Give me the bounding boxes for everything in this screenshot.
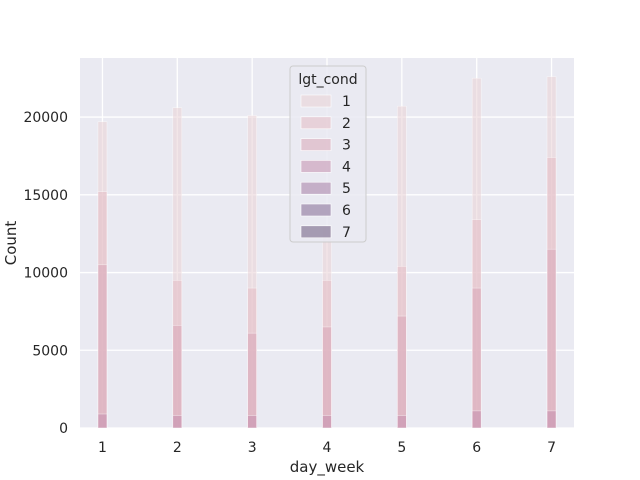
legend-label: 7	[342, 225, 351, 241]
bar-lgt4-day3	[247, 415, 257, 429]
legend: lgt_cond 1 2 3 4 5 6 7	[289, 65, 367, 243]
legend-label: 6	[342, 203, 351, 219]
bar-lgt3-day3	[247, 332, 257, 429]
x-tick-label: 1	[98, 440, 107, 456]
legend-label: 2	[342, 116, 351, 132]
legend-swatch	[300, 160, 332, 173]
y-tick-label: 20000	[23, 110, 68, 126]
legend-label: 3	[342, 138, 351, 154]
legend-swatch	[300, 138, 332, 151]
legend-swatch	[300, 225, 332, 239]
bar-lgt3-day1	[97, 264, 108, 429]
bar-lgt3-day4	[322, 326, 332, 429]
bar-lgt4-day5	[397, 415, 407, 429]
bar-lgt4-day2	[172, 415, 183, 429]
y-tick-label: 0	[59, 421, 68, 437]
x-tick-label: 3	[248, 440, 257, 456]
x-tick-label: 2	[173, 440, 182, 456]
bars-group	[97, 76, 557, 429]
x-tick-label: 5	[397, 440, 406, 456]
bar-lgt4-day4	[322, 415, 332, 429]
legend-label: 4	[342, 159, 351, 175]
y-tick-label: 15000	[23, 188, 68, 204]
legend-label: 5	[342, 181, 351, 197]
y-axis-label: Count	[2, 221, 20, 266]
legend-title: lgt_cond	[298, 72, 357, 88]
x-tick-label: 6	[472, 440, 481, 456]
x-axis-label: day_week	[290, 458, 365, 477]
bar-lgt3-day6	[471, 287, 482, 429]
x-tick-labels: 1 2 3 4 5 6 7	[98, 440, 556, 456]
bar-lgt4-day7	[546, 410, 557, 429]
legend-label: 1	[342, 94, 351, 110]
legend-swatch	[300, 181, 332, 195]
bar-lgt3-day5	[397, 315, 407, 429]
bar-lgt4-day1	[97, 413, 108, 429]
legend-swatch	[300, 203, 332, 217]
legend-swatch	[300, 116, 332, 130]
x-tick-label: 7	[547, 440, 556, 456]
y-tick-label: 10000	[23, 266, 68, 282]
bar-lgt3-day2	[172, 325, 183, 429]
bar-lgt3-day7	[546, 248, 557, 429]
legend-swatch	[300, 94, 332, 108]
x-tick-label: 4	[323, 440, 332, 456]
y-tick-label: 5000	[32, 343, 68, 359]
legend-box	[289, 65, 367, 243]
bar-lgt4-day6	[471, 410, 482, 429]
y-tick-labels: 0 5000 10000 15000 20000	[23, 110, 68, 437]
